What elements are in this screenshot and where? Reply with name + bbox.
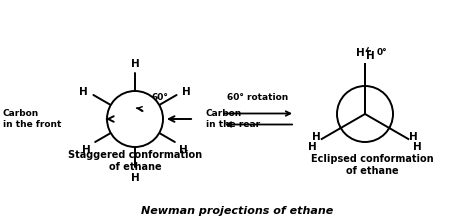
Text: 60° rotation: 60° rotation	[228, 93, 289, 102]
Text: Staggered conformation
of ethane: Staggered conformation of ethane	[68, 150, 202, 172]
Text: 0°: 0°	[377, 48, 388, 57]
Text: H: H	[413, 142, 422, 152]
Text: 60°: 60°	[152, 93, 169, 102]
Text: Carbon
in the rear: Carbon in the rear	[206, 109, 260, 129]
Text: H: H	[179, 144, 188, 155]
Text: H: H	[82, 144, 91, 155]
Text: H: H	[312, 132, 320, 142]
Text: H: H	[131, 173, 139, 183]
Text: H: H	[80, 87, 88, 97]
Text: H: H	[131, 59, 139, 69]
Text: Newman projections of ethane: Newman projections of ethane	[141, 206, 333, 216]
Text: H: H	[182, 87, 191, 97]
Text: H: H	[365, 51, 374, 61]
Text: H: H	[410, 132, 418, 142]
Circle shape	[337, 86, 393, 142]
Text: H: H	[308, 142, 317, 152]
Circle shape	[107, 91, 163, 147]
Text: H: H	[356, 48, 365, 58]
Text: Carbon
in the front: Carbon in the front	[3, 109, 61, 129]
Text: Eclipsed conformation
of ethane: Eclipsed conformation of ethane	[310, 154, 433, 176]
